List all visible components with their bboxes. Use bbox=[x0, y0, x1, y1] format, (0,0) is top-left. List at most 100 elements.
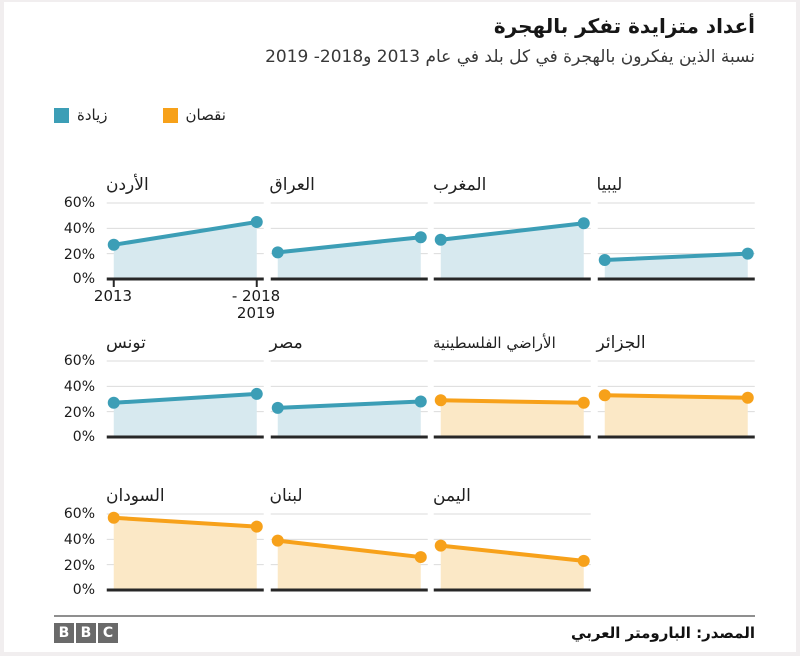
data-point bbox=[434, 394, 447, 407]
y-axis-labels: 60% 40% 20% 0% bbox=[54, 485, 101, 599]
trend-line bbox=[602, 393, 750, 400]
area-fill bbox=[604, 395, 748, 438]
mini-chart-plot bbox=[433, 360, 591, 439]
trend-line bbox=[111, 392, 259, 406]
area-fill bbox=[277, 237, 421, 280]
legend: زيادة نقصان bbox=[54, 106, 755, 124]
mini-chart-plot bbox=[597, 360, 755, 439]
y-axis-tick-label: 20% bbox=[63, 558, 95, 575]
y-axis-tick-label: 20% bbox=[63, 405, 95, 422]
data-point bbox=[271, 402, 284, 415]
chart-row-1: 60% 40% 20% 0% الأردن 2013 - 2018 2019 العراق الم… bbox=[54, 174, 756, 322]
chart-row-2: 60% 40% 20% 0% تونس مصر الأراضي الفلسطينية الجز… bbox=[54, 332, 755, 446]
y-axis-tick-label: 40% bbox=[63, 379, 95, 396]
data-point bbox=[577, 397, 590, 410]
data-point bbox=[414, 395, 427, 408]
data-point bbox=[577, 217, 590, 230]
y-axis-tick-label: 60% bbox=[63, 195, 95, 212]
area-fill bbox=[440, 400, 584, 438]
y-axis-tick-label: 60% bbox=[63, 353, 95, 370]
y-axis-labels: 60% 40% 20% 0% bbox=[54, 332, 101, 446]
data-point bbox=[598, 254, 611, 267]
source-text: المصدر: البارومتر العربي bbox=[571, 624, 755, 643]
mini-chart-4: تونس bbox=[106, 332, 265, 446]
mini-chart-plot bbox=[270, 202, 428, 281]
page-title: أعداد متزايدة تفكر بالهجرة bbox=[493, 14, 755, 38]
country-label: تونس bbox=[106, 333, 146, 354]
mini-chart-plot bbox=[597, 202, 755, 281]
data-point bbox=[250, 388, 263, 401]
trend-line bbox=[275, 399, 423, 411]
mini-chart-plot bbox=[270, 513, 428, 592]
y-axis-tick-label: 40% bbox=[63, 221, 95, 238]
area-fill bbox=[113, 222, 257, 280]
mini-chart-2: المغرب bbox=[433, 174, 592, 288]
mini-chart-8: السودان bbox=[106, 485, 265, 599]
legend-label-decrease: نقصان bbox=[185, 106, 226, 125]
mini-chart-plot bbox=[433, 202, 591, 281]
data-point bbox=[107, 512, 120, 525]
data-point bbox=[414, 231, 427, 244]
data-point bbox=[250, 520, 263, 533]
trend-line bbox=[275, 235, 423, 255]
footer-divider bbox=[54, 615, 755, 618]
data-point bbox=[577, 555, 590, 568]
mini-chart-7: الجزائر bbox=[597, 332, 756, 446]
footer: B B C المصدر: البارومتر العربي bbox=[54, 623, 755, 644]
data-point bbox=[107, 397, 120, 410]
mini-chart-9: لبنان bbox=[270, 485, 429, 599]
data-point bbox=[107, 239, 120, 252]
y-axis-tick-label: 60% bbox=[63, 506, 95, 523]
trend-line bbox=[602, 251, 750, 263]
legend-item-decrease: نقصان bbox=[162, 106, 226, 125]
country-label: مصر bbox=[269, 333, 303, 354]
data-point bbox=[271, 534, 284, 547]
mini-chart-0: الأردن 2013 - 2018 2019 bbox=[94, 174, 280, 322]
charts-grid: 60% 40% 20% 0% الأردن 2013 - 2018 2019 العراق الم… bbox=[54, 174, 755, 599]
mini-chart-plot bbox=[106, 360, 264, 439]
mini-chart-plot bbox=[270, 360, 428, 439]
legend-item-increase: زيادة bbox=[54, 106, 108, 124]
legend-label-increase: زيادة bbox=[77, 106, 108, 125]
country-label: لبنان bbox=[269, 486, 303, 507]
country-label: العراق bbox=[269, 175, 315, 196]
page-subtitle: نسبة الذين يفكرون بالهجرة في كل بلد في ع… bbox=[265, 47, 755, 67]
trend-line bbox=[438, 543, 586, 564]
trend-line bbox=[438, 221, 586, 242]
y-axis-tick-label: 0% bbox=[72, 271, 95, 288]
increase-swatch-icon bbox=[54, 107, 69, 123]
data-point bbox=[434, 233, 447, 246]
mini-chart-10: اليمن bbox=[433, 485, 592, 599]
mini-chart-plot bbox=[106, 512, 264, 592]
country-label: المغرب bbox=[433, 175, 487, 196]
data-point bbox=[741, 247, 754, 260]
mini-chart-3: ليبيا bbox=[597, 174, 756, 288]
bbc-logo-block: C bbox=[98, 623, 118, 644]
area-fill bbox=[277, 401, 421, 438]
x-tick-label-2018-2019: - 2018 2019 bbox=[231, 287, 281, 323]
bbc-logo-block: B bbox=[76, 623, 96, 644]
country-label: الجزائر bbox=[596, 333, 646, 354]
area-fill bbox=[440, 545, 584, 591]
chart-row-3: 60% 40% 20% 0% السودان لبنان اليمن bbox=[54, 485, 755, 599]
area-fill bbox=[113, 518, 257, 591]
y-axis-tick-label: 40% bbox=[63, 532, 95, 549]
data-point bbox=[741, 391, 754, 404]
country-label: ليبيا bbox=[596, 175, 623, 196]
data-point bbox=[250, 216, 263, 229]
chart-card: أعداد متزايدة تفكر بالهجرة نسبة الذين يف… bbox=[4, 2, 796, 652]
trend-line bbox=[438, 398, 586, 406]
mini-chart-5: مصر bbox=[270, 332, 429, 446]
decrease-swatch-icon bbox=[162, 107, 178, 123]
country-label: الأراضي الفلسطينية bbox=[433, 334, 556, 353]
mini-chart-6: الأراضي الفلسطينية bbox=[433, 332, 592, 446]
area-fill bbox=[113, 394, 257, 438]
data-point bbox=[414, 551, 427, 564]
y-axis-labels: 60% 40% 20% 0% bbox=[54, 174, 101, 288]
trend-line bbox=[275, 538, 423, 560]
trend-line bbox=[111, 516, 259, 529]
y-axis-tick-label: 20% bbox=[63, 247, 95, 264]
country-label: الأردن bbox=[106, 175, 149, 196]
mini-chart-plot bbox=[106, 202, 264, 288]
mini-chart-1: العراق bbox=[270, 174, 429, 288]
